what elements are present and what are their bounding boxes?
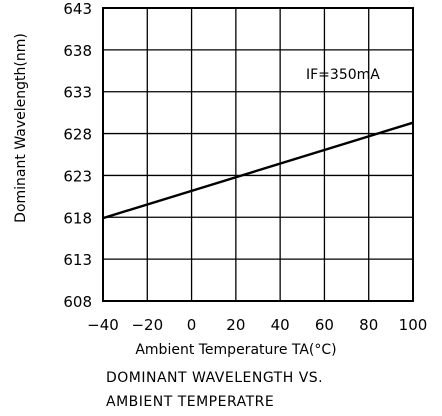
- x-tick-label: 20: [226, 316, 245, 334]
- y-tick-label: 608: [63, 293, 92, 311]
- x-tick-label: 80: [359, 316, 378, 334]
- y-tick-labels: 608 613 618 623 628 633 638 643: [63, 0, 92, 311]
- y-tick-label: 643: [63, 0, 92, 18]
- annotation-if-current: IF=350mA: [306, 67, 380, 83]
- x-tick-label: −40: [87, 316, 119, 334]
- caption-line-1: DOMINANT WAVELENGTH VS.: [106, 370, 324, 386]
- x-axis-label: Ambient Temperature TA(°C): [135, 342, 336, 358]
- x-tick-label: 0: [187, 316, 197, 334]
- x-tick-labels: −40 −20 0 20 40 60 80 100: [87, 316, 427, 334]
- y-tick-label: 613: [63, 251, 92, 269]
- y-axis-label: Dominant Wavelength(nm): [13, 33, 29, 223]
- series-layer: [102, 121, 414, 220]
- x-tick-label: 60: [315, 316, 334, 334]
- y-tick-label: 618: [63, 209, 92, 227]
- y-tick-label: 623: [63, 167, 92, 185]
- y-tick-label: 638: [63, 42, 92, 60]
- x-tick-label: 100: [399, 316, 428, 334]
- series-line: [102, 121, 414, 220]
- y-tick-label: 633: [63, 84, 92, 102]
- grid-lines: [102, 7, 414, 302]
- y-tick-label: 628: [63, 126, 92, 144]
- x-tick-label: −20: [131, 316, 163, 334]
- x-tick-label: 40: [271, 316, 290, 334]
- plot-frame: [102, 7, 414, 302]
- caption-line-2: AMBIENT TEMPERATRE: [106, 394, 275, 410]
